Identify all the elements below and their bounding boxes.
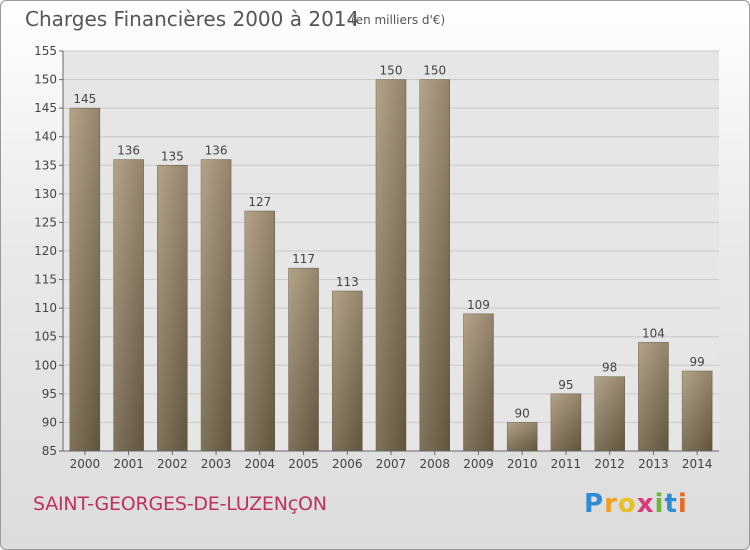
logo-letter: t: [664, 489, 678, 519]
x-tick-label: 2013: [638, 457, 669, 471]
logo-letter: x: [636, 489, 655, 519]
bar-shade: [638, 342, 669, 451]
x-tick-label: 2001: [113, 457, 144, 471]
x-tick-label: 2002: [157, 457, 188, 471]
y-tick-label: 135: [34, 158, 57, 172]
data-label: 109: [467, 298, 490, 312]
x-tick-label: 2005: [288, 457, 319, 471]
x-tick-label: 2008: [419, 457, 450, 471]
y-tick-label: 130: [34, 187, 57, 201]
y-tick-label: 105: [34, 330, 57, 344]
logo-letter: i: [654, 489, 665, 519]
bar-shade: [463, 313, 494, 451]
x-tick-label: 2010: [507, 457, 538, 471]
town-name: SAINT-GEORGES-DE-LUZENçON: [33, 493, 327, 515]
bar-shade: [419, 79, 450, 452]
y-tick-label: 155: [34, 44, 57, 58]
y-tick-label: 115: [34, 273, 57, 287]
data-label: 104: [642, 326, 665, 340]
bar-shade: [550, 393, 581, 451]
x-tick-label: 2009: [463, 457, 494, 471]
bar-shade: [332, 291, 363, 451]
x-tick-label: 2011: [551, 457, 582, 471]
data-label: 99: [689, 355, 704, 369]
data-label: 95: [558, 378, 573, 392]
proxiti-logo[interactable]: Proxiti: [584, 489, 688, 519]
data-label: 135: [161, 149, 184, 163]
y-tick-label: 145: [34, 101, 57, 115]
bar-shade: [288, 268, 319, 451]
data-label: 150: [423, 64, 446, 78]
data-label: 145: [73, 92, 96, 106]
bar-shade: [157, 165, 188, 452]
x-tick-label: 2014: [682, 457, 713, 471]
logo-letter: i: [677, 489, 688, 519]
bar-shade: [201, 159, 232, 452]
logo-letter: P: [584, 489, 605, 519]
x-tick-label: 2004: [245, 457, 276, 471]
data-label: 90: [515, 406, 530, 420]
bar-shade: [244, 211, 275, 451]
data-label: 136: [117, 144, 140, 158]
chart-unit: (en milliers d'€): [351, 13, 446, 27]
logo-letter: o: [617, 489, 637, 519]
y-tick-label: 100: [34, 358, 57, 372]
data-label: 117: [292, 252, 315, 266]
y-tick-label: 120: [34, 244, 57, 258]
bar-shade: [113, 159, 144, 452]
data-label: 136: [205, 144, 228, 158]
bar-shade: [69, 108, 100, 452]
data-label: 127: [248, 195, 271, 209]
chart-title: Charges Financières 2000 à 2014: [25, 7, 360, 31]
logo-letter: r: [604, 489, 618, 519]
bar-chart: 145 136 135 136 127 117 113 150 150 109 90 95 98 104 9…: [34, 44, 719, 471]
y-tick-label: 95: [42, 387, 57, 401]
data-label: 98: [602, 361, 617, 375]
x-tick-label: 2007: [376, 457, 407, 471]
y-tick-label: 85: [42, 444, 57, 458]
y-tick-label: 110: [34, 301, 57, 315]
y-tick-label: 150: [34, 73, 57, 87]
bar-shade: [376, 79, 406, 452]
bar-shade: [507, 422, 538, 451]
x-tick-label: 2000: [70, 457, 101, 471]
y-tick-label: 140: [34, 130, 57, 144]
x-tick-label: 2003: [201, 457, 232, 471]
bar-shade: [594, 376, 625, 451]
y-tick-label: 90: [42, 415, 57, 429]
bar-shade: [682, 371, 713, 451]
data-label: 113: [336, 275, 359, 289]
y-tick-label: 125: [34, 215, 57, 229]
x-tick-label: 2012: [594, 457, 625, 471]
x-tick-label: 2006: [332, 457, 363, 471]
data-label: 150: [380, 64, 403, 78]
